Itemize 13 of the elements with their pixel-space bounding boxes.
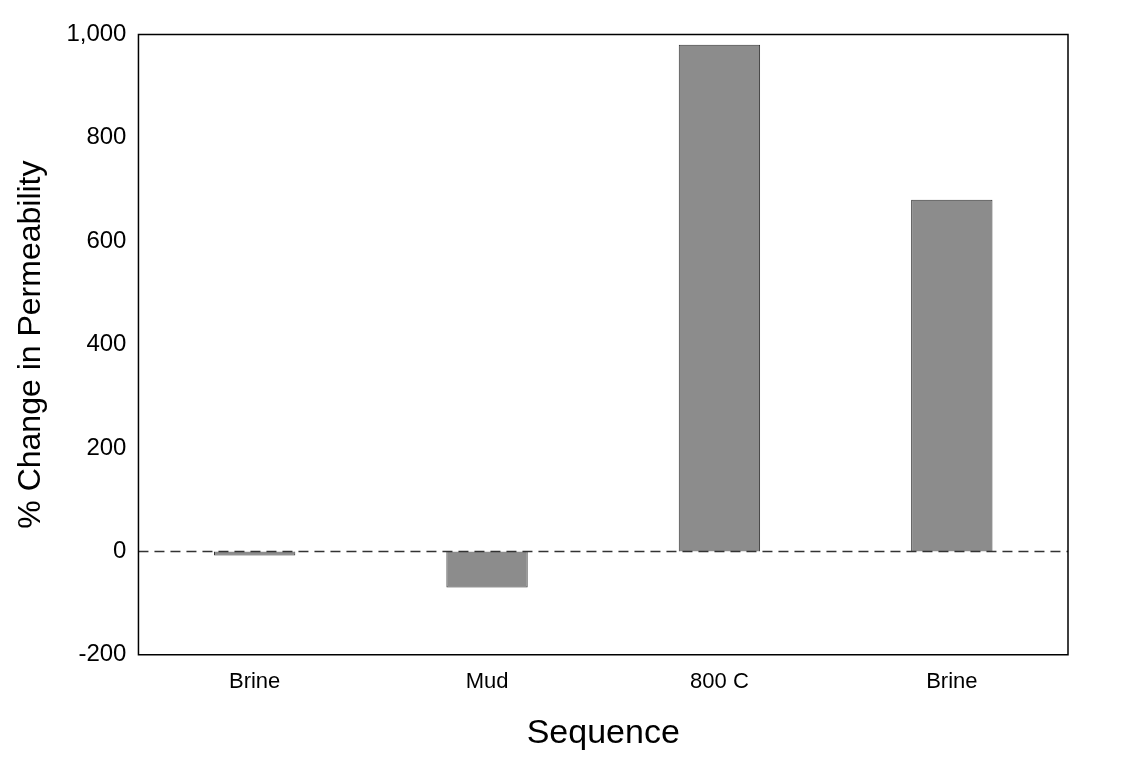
y-tick-label: 1,000 — [66, 19, 127, 47]
x-axis-title: Sequence — [526, 711, 680, 750]
y-tick-label: 0 — [113, 536, 127, 564]
y-axis-title: % Change in Permeability — [11, 160, 48, 529]
x-tick-label: Brine — [228, 668, 281, 694]
y-tick-label: 800 — [86, 122, 127, 150]
y-tick-label: 400 — [86, 329, 127, 357]
x-tick-label: Mud — [465, 668, 509, 694]
x-tick-label: 800 C — [690, 668, 749, 694]
y-tick-label: 200 — [86, 432, 127, 460]
x-tick-label: Brine — [926, 668, 978, 694]
y-tick-label: 600 — [86, 225, 127, 253]
y-tick-label: -200 — [78, 639, 127, 667]
